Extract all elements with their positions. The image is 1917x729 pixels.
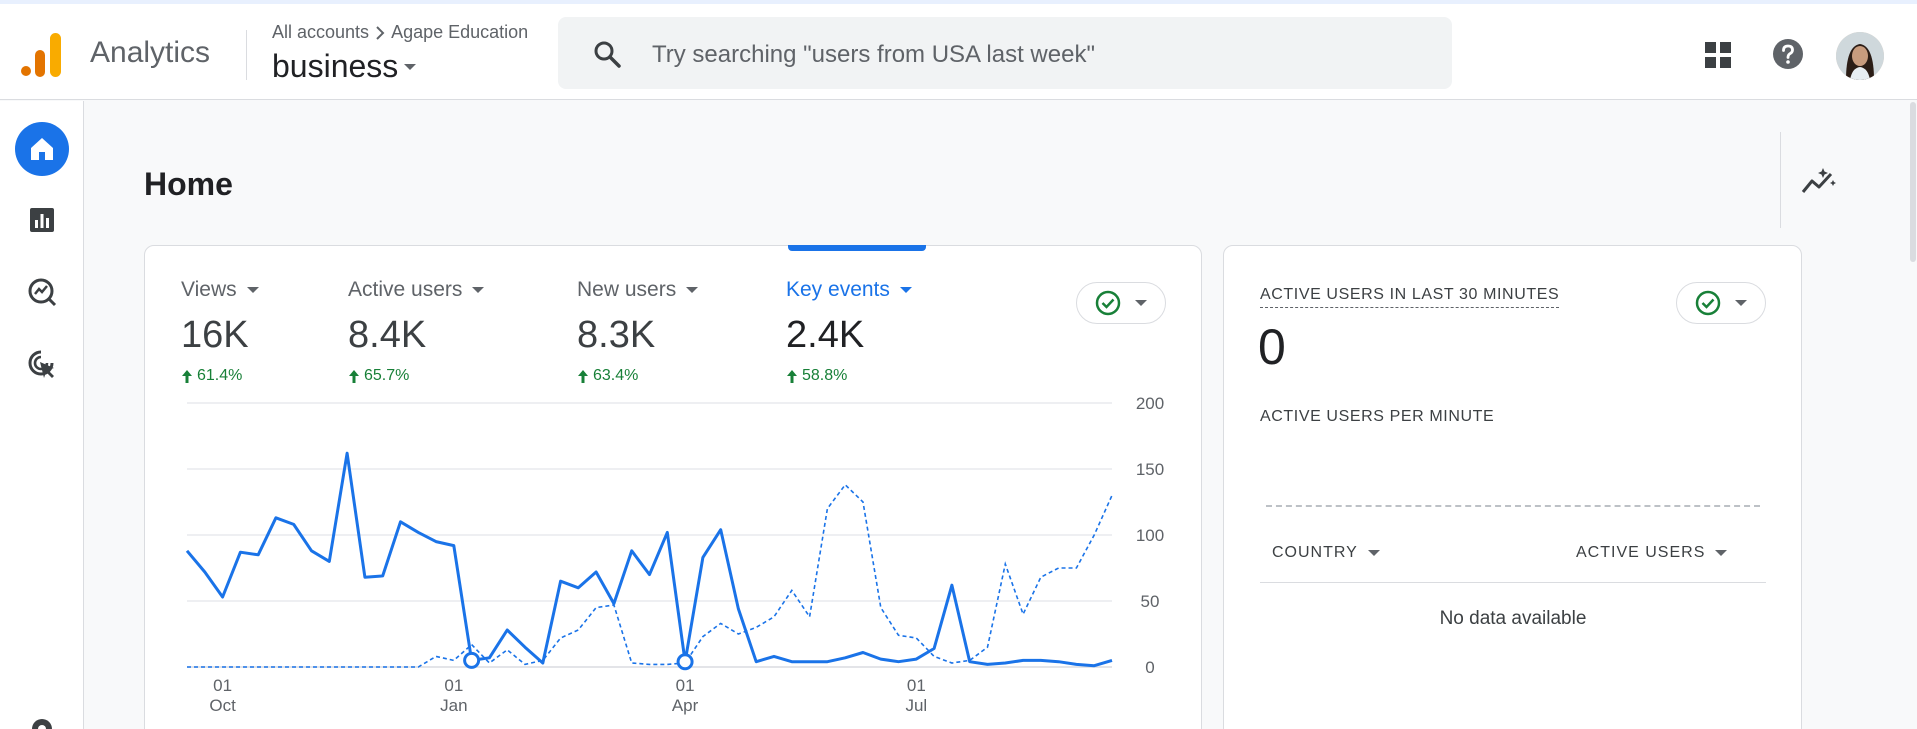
realtime-card [1223, 245, 1802, 729]
side-navigation [0, 101, 84, 729]
page-title: Home [144, 166, 233, 202]
insights-panel-toggle[interactable] [1780, 132, 1870, 228]
caret-down-icon[interactable] [246, 287, 259, 293]
caret-down-icon[interactable] [899, 287, 912, 293]
caret-down-icon[interactable] [686, 287, 699, 293]
metric-change: 65.7% [364, 367, 410, 384]
x-tick-month: Jan [440, 696, 467, 715]
metric-label: Key events [786, 278, 890, 301]
app-name: Analytics [90, 36, 211, 69]
realtime-count: 0 [1258, 319, 1286, 375]
x-tick-month: Jul [905, 696, 927, 715]
breadcrumb-account[interactable]: Agape Education [391, 22, 529, 42]
caret-down-icon[interactable] [472, 287, 485, 293]
explore-icon [28, 278, 57, 307]
home-icon [31, 138, 53, 160]
anomaly-marker [463, 651, 481, 669]
arrow-up-icon [578, 369, 588, 383]
x-tick-day: 01 [907, 676, 926, 695]
search-bar[interactable]: Try searching "users from USA last week" [558, 17, 1452, 89]
realtime-empty-bars [1266, 505, 1760, 507]
analytics-logo-icon[interactable] [20, 32, 62, 78]
realtime-per-minute-label: ACTIVE USERS PER MINUTE [1260, 408, 1495, 425]
column-header-active-users[interactable]: ACTIVE USERS [1576, 544, 1728, 562]
caret-down-icon [1135, 300, 1147, 306]
metric-views[interactable]: Views 16K 61.4% [181, 278, 259, 385]
y-tick-label: 50 [1141, 592, 1160, 611]
x-tick-day: 01 [444, 676, 463, 695]
check-circle-icon [1095, 290, 1121, 316]
active-tab-indicator [788, 245, 926, 251]
advertising-target-icon [28, 350, 54, 378]
metric-value: 8.4K [348, 314, 427, 356]
header-divider [246, 30, 247, 80]
metric-value: 2.4K [786, 314, 865, 356]
metric-active-users[interactable]: Active users 8.4K 65.7% [348, 278, 485, 385]
x-tick-day: 01 [213, 676, 232, 695]
user-avatar-icon [1836, 32, 1884, 80]
metric-label: Active users [348, 278, 463, 301]
apps-grid-icon[interactable] [1703, 40, 1733, 70]
nav-advertising[interactable] [15, 337, 69, 391]
caret-down-icon [1367, 550, 1380, 556]
x-tick-month: Apr [672, 696, 699, 715]
breadcrumb[interactable]: All accounts Agape Education [272, 22, 528, 43]
metric-change: 63.4% [593, 367, 639, 384]
property-name: business [272, 48, 399, 84]
data-quality-button[interactable] [1076, 282, 1166, 324]
chevron-right-icon [376, 25, 385, 40]
nav-home[interactable] [15, 122, 69, 176]
y-tick-label: 150 [1136, 460, 1164, 479]
settings-gear-icon[interactable] [26, 713, 58, 729]
avatar[interactable] [1836, 32, 1884, 80]
metric-label: New users [577, 278, 677, 301]
insights-sparkle-icon [1801, 168, 1836, 193]
arrow-up-icon [787, 369, 797, 383]
help-icon[interactable] [1772, 38, 1804, 70]
property-selector[interactable]: business [272, 48, 417, 85]
metric-change: 61.4% [197, 367, 243, 384]
caret-down-icon [404, 63, 417, 70]
search-icon [594, 41, 621, 68]
metric-key-events[interactable]: Key events 2.4K 58.8% [786, 278, 912, 385]
arrow-up-icon [182, 369, 192, 383]
page-scrollbar[interactable] [1910, 102, 1916, 262]
top-strip [0, 0, 1917, 4]
column-header-label: COUNTRY [1272, 544, 1358, 561]
series-line-current-period [185, 451, 1113, 668]
app-header: Analytics All accounts Agape Education b… [0, 4, 1917, 100]
metric-change: 58.8% [802, 367, 848, 384]
y-tick-label: 200 [1136, 395, 1164, 413]
realtime-quality-button[interactable] [1676, 282, 1766, 324]
series-line-previous-period [187, 483, 1113, 668]
realtime-empty-message: No data available [1439, 608, 1587, 629]
bar-chart-icon [30, 208, 54, 232]
metric-new-users[interactable]: New users 8.3K 63.4% [577, 278, 699, 385]
caret-down-icon [1715, 550, 1728, 556]
nav-reports[interactable] [15, 193, 69, 247]
search-input[interactable]: Try searching "users from USA last week" [652, 41, 1095, 68]
x-tick-day: 01 [676, 676, 695, 695]
metric-label: Views [181, 278, 237, 301]
realtime-title[interactable]: ACTIVE USERS IN LAST 30 MINUTES [1260, 286, 1560, 308]
overview-card [144, 245, 1202, 729]
check-circle-icon [1695, 290, 1721, 316]
arrow-up-icon [349, 369, 359, 383]
metric-value: 8.3K [577, 314, 656, 356]
table-header-divider [1260, 582, 1766, 583]
nav-explore[interactable] [15, 265, 69, 319]
anomaly-marker [676, 653, 694, 671]
metric-value: 16K [181, 314, 249, 356]
y-tick-label: 0 [1145, 658, 1154, 677]
caret-down-icon [1735, 300, 1747, 306]
column-header-label: ACTIVE USERS [1576, 544, 1706, 561]
breadcrumb-all-accounts[interactable]: All accounts [272, 22, 370, 42]
y-tick-label: 100 [1136, 526, 1164, 545]
x-tick-month: Oct [209, 696, 236, 715]
column-header-country[interactable]: COUNTRY [1272, 544, 1380, 562]
